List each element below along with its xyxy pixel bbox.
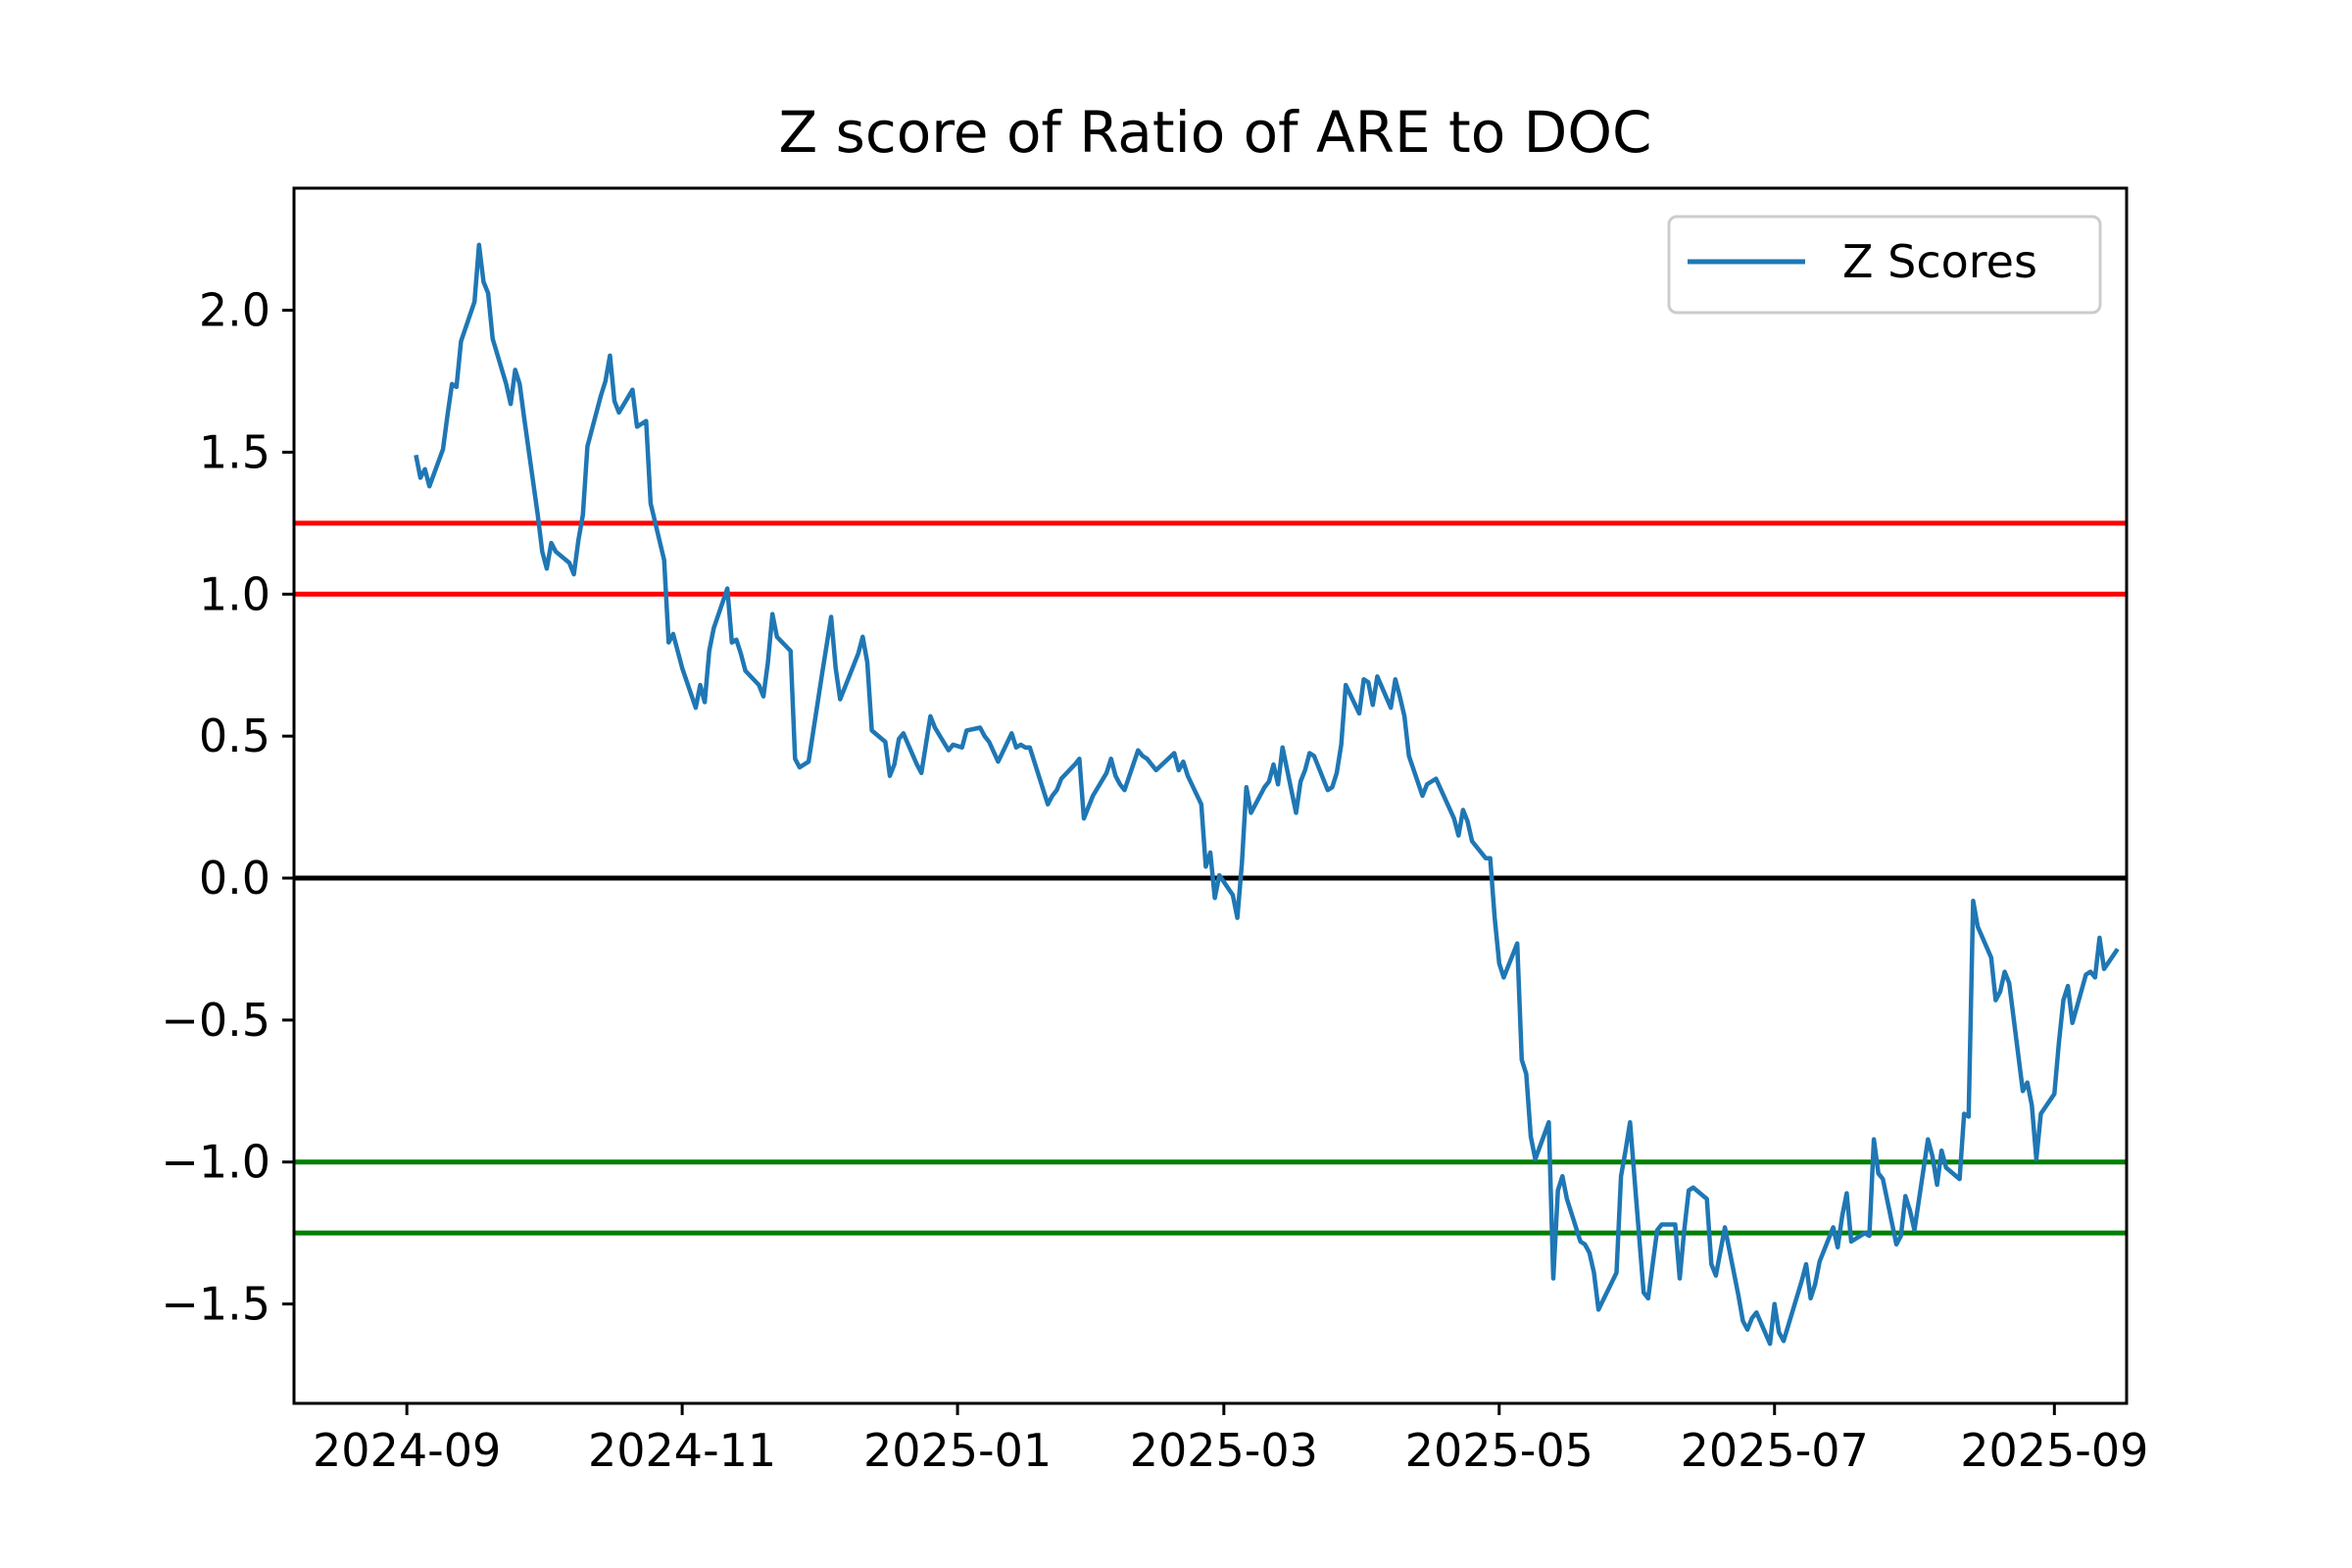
legend: Z Scores bbox=[1667, 215, 2102, 315]
x-tick-label: 2024-11 bbox=[588, 1424, 776, 1477]
x-tick-label: 2025-09 bbox=[1960, 1424, 2148, 1477]
x-tick-label: 2025-07 bbox=[1681, 1424, 1869, 1477]
reference-lines bbox=[294, 520, 2127, 1236]
legend-label-z-scores: Z Scores bbox=[1842, 235, 2037, 288]
plot-frame bbox=[292, 186, 2129, 1405]
x-tick-label: 2024-09 bbox=[313, 1424, 501, 1477]
y-tick-label: −1.0 bbox=[161, 1136, 270, 1189]
series-line-z-scores bbox=[414, 242, 2120, 1347]
x-tick-label: 2025-01 bbox=[863, 1424, 1052, 1477]
series-layer bbox=[414, 242, 2120, 1347]
y-tick-label: 0.5 bbox=[199, 710, 270, 762]
y-tick-label: 1.0 bbox=[199, 567, 270, 620]
x-tick-label: 2025-05 bbox=[1405, 1424, 1593, 1477]
chart-title: Z score of Ratio of ARE to DOC bbox=[778, 99, 1651, 166]
y-tick-label: 1.5 bbox=[199, 425, 270, 478]
x-tick-label: 2025-03 bbox=[1130, 1424, 1318, 1477]
y-tick-label: −0.5 bbox=[161, 994, 270, 1047]
legend-box bbox=[1667, 215, 2102, 315]
x-axis: 2024-09 2024-11 2025-01 2025-03 2025-05 2025-… bbox=[313, 1403, 2148, 1477]
y-tick-label: −1.5 bbox=[161, 1278, 270, 1331]
y-tick-label: 0.0 bbox=[199, 852, 270, 905]
y-tick-label: 2.0 bbox=[199, 284, 270, 337]
y-axis: 2.0 1.5 1.0 0.5 0.0 −0.5 −1.0 −1.5 bbox=[161, 284, 294, 1331]
